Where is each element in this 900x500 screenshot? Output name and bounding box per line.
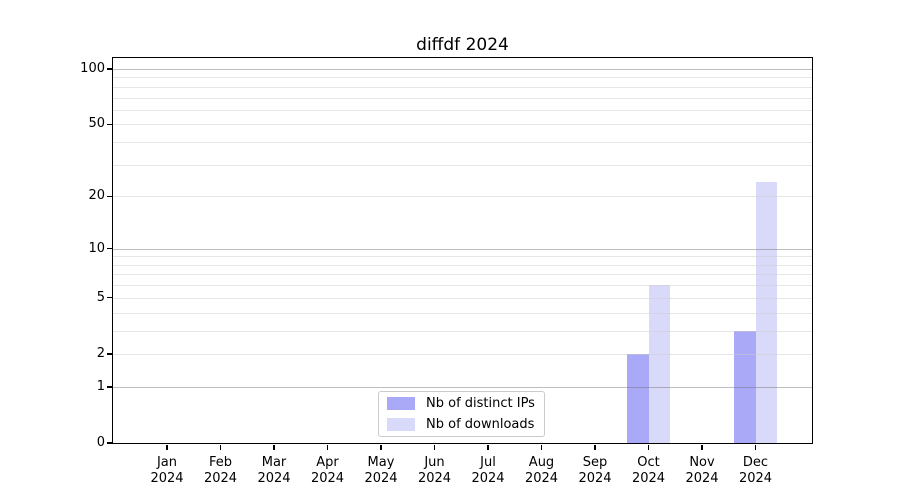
y-tick bbox=[107, 442, 112, 444]
bar bbox=[627, 353, 649, 443]
x-tick-label-month: Jul bbox=[480, 455, 496, 470]
x-tick-label: Jan 2024 bbox=[136, 455, 198, 487]
y-tick bbox=[107, 123, 112, 126]
x-tick bbox=[380, 445, 382, 450]
x-tick-label-year: 2024 bbox=[738, 471, 773, 486]
y-tick bbox=[107, 195, 112, 197]
gridline-major bbox=[113, 248, 812, 250]
x-tick-label-year: 2024 bbox=[203, 471, 238, 486]
x-tick-label-month: Apr bbox=[316, 455, 339, 470]
legend-label-downloads: Nb of downloads bbox=[426, 417, 535, 432]
gridline-minor bbox=[113, 264, 812, 266]
y-tick-label: 20 bbox=[88, 188, 105, 204]
chart-title: diffdf 2024 bbox=[416, 35, 509, 55]
gridline-minor bbox=[113, 124, 812, 126]
gridline-minor bbox=[113, 164, 812, 166]
x-tick bbox=[326, 445, 329, 450]
gridline-minor bbox=[113, 86, 812, 88]
x-tick-label: Jul 2024 bbox=[457, 455, 519, 487]
x-tick-label-month: May bbox=[367, 455, 395, 470]
gridline-minor bbox=[113, 77, 812, 79]
x-tick-label: Oct 2024 bbox=[618, 455, 680, 487]
x-tick bbox=[754, 445, 757, 450]
x-tick-label-month: Nov bbox=[689, 455, 715, 470]
y-tick bbox=[107, 297, 112, 299]
x-tick-label: Apr 2024 bbox=[297, 455, 359, 487]
x-tick-label-year: 2024 bbox=[685, 471, 719, 486]
x-tick-label-year: 2024 bbox=[417, 471, 452, 486]
x-tick-label-year: 2024 bbox=[364, 471, 398, 486]
gridline-minor bbox=[113, 274, 812, 276]
gridline-minor bbox=[113, 285, 812, 287]
y-tick-label: 5 bbox=[96, 289, 105, 305]
legend-item-distinct-ips: Nb of distinct IPs bbox=[387, 395, 536, 412]
x-tick-label: Mar 2024 bbox=[243, 455, 305, 487]
x-tick-label-year: 2024 bbox=[257, 471, 291, 486]
y-tick bbox=[107, 247, 112, 250]
x-tick-label-month: Mar bbox=[261, 455, 287, 470]
y-tick bbox=[107, 386, 112, 388]
y-tick bbox=[107, 353, 112, 355]
gridline-minor bbox=[113, 353, 812, 355]
x-tick-label: Sep 2024 bbox=[564, 455, 626, 487]
x-tick-label-year: 2024 bbox=[578, 471, 612, 486]
gridline-minor bbox=[113, 97, 812, 99]
legend-item-downloads: Nb of downloads bbox=[387, 416, 536, 433]
x-tick bbox=[433, 445, 436, 450]
y-tick-label: 10 bbox=[88, 240, 105, 256]
y-tick-label: 2 bbox=[96, 345, 105, 361]
bar bbox=[648, 285, 670, 443]
x-tick bbox=[540, 445, 543, 450]
x-tick-label-year: 2024 bbox=[310, 471, 345, 486]
gridline-minor bbox=[113, 330, 812, 332]
y-tick bbox=[107, 68, 112, 70]
x-tick-label-month: Jun bbox=[424, 455, 445, 470]
x-tick-label-month: Sep bbox=[582, 455, 608, 470]
x-tick-label-month: Feb bbox=[208, 455, 233, 470]
legend-label-distinct-ips: Nb of distinct IPs bbox=[426, 396, 535, 411]
x-tick-label-month: Dec bbox=[742, 455, 769, 470]
x-tick-label: Nov 2024 bbox=[671, 455, 733, 487]
gridline-major bbox=[113, 386, 812, 388]
x-tick-label-month: Jan bbox=[156, 455, 178, 470]
x-tick-label-month: Aug bbox=[528, 455, 555, 470]
x-tick bbox=[219, 445, 222, 450]
x-tick-label-year: 2024 bbox=[471, 471, 505, 486]
x-tick-label-year: 2024 bbox=[524, 471, 559, 486]
y-tick-label: 100 bbox=[80, 61, 105, 76]
y-tick-label: 50 bbox=[88, 116, 105, 132]
y-tick-label: 0 bbox=[96, 435, 105, 450]
y-tick-label: 1 bbox=[96, 378, 105, 394]
bar bbox=[755, 182, 777, 443]
gridline-minor bbox=[113, 256, 812, 258]
bar bbox=[734, 330, 756, 443]
gridline-minor bbox=[113, 109, 812, 111]
x-tick-label-month: Oct bbox=[637, 455, 660, 470]
x-tick bbox=[594, 445, 596, 450]
x-tick-label: Feb 2024 bbox=[190, 455, 252, 487]
x-tick bbox=[166, 445, 168, 450]
x-tick bbox=[701, 445, 703, 450]
x-tick bbox=[273, 445, 275, 450]
gridline-major bbox=[113, 69, 812, 70]
gridline-minor bbox=[113, 312, 812, 314]
legend-swatch-distinct-ips bbox=[387, 397, 415, 410]
x-tick-label: Aug 2024 bbox=[511, 455, 573, 487]
gridline-minor bbox=[113, 142, 812, 144]
x-tick-label: Dec 2024 bbox=[725, 455, 787, 487]
x-tick bbox=[647, 445, 650, 450]
x-tick-label-year: 2024 bbox=[631, 471, 666, 486]
legend-swatch-downloads bbox=[387, 418, 415, 431]
plot-area: 0 1 2 5 10 20 50 100 Jan 2024 Feb 2024 Mar 2024 Apr 202… bbox=[80, 57, 813, 486]
gridline-minor bbox=[113, 196, 812, 198]
legend: Nb of distinct IPs Nb of downloads bbox=[378, 391, 545, 437]
x-tick-label: May 2024 bbox=[350, 455, 412, 487]
x-tick-label: Jun 2024 bbox=[404, 455, 466, 487]
x-tick bbox=[487, 445, 489, 450]
x-tick-label-year: 2024 bbox=[150, 471, 184, 486]
gridline-minor bbox=[113, 297, 812, 299]
